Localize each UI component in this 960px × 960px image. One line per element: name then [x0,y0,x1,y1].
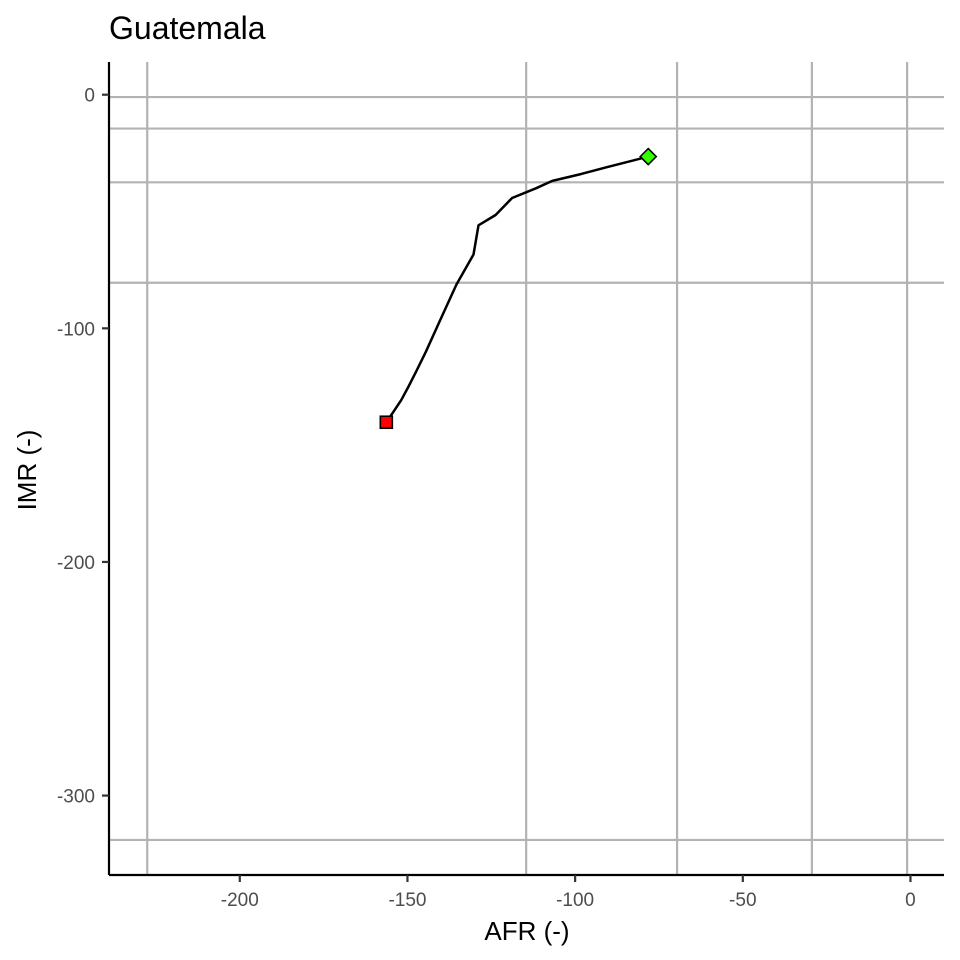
x-axis-title: AFR (-) [484,916,569,946]
y-tick-label: -100 [57,319,95,340]
start-point-marker [379,415,394,430]
x-tick-label: -150 [388,890,426,911]
end-point-marker [639,147,658,166]
ticks: -200 -150 -100 -50 0 0 -100 -200 -300 [57,86,916,911]
chart-title: Guatemala [109,10,266,46]
x-tick-label: -50 [729,890,756,911]
y-axis-title: IMR (-) [12,430,42,511]
x-tick-label: 0 [905,890,916,911]
y-tick-label: -300 [57,787,95,808]
x-tick-label: -100 [556,890,594,911]
trajectory-line [385,155,649,423]
y-tick-label: -200 [57,553,95,574]
x-tick-label: -200 [221,890,259,911]
plot-area [379,147,658,430]
y-tick-label: 0 [84,86,95,107]
grid [109,62,944,875]
axes [107,62,944,877]
